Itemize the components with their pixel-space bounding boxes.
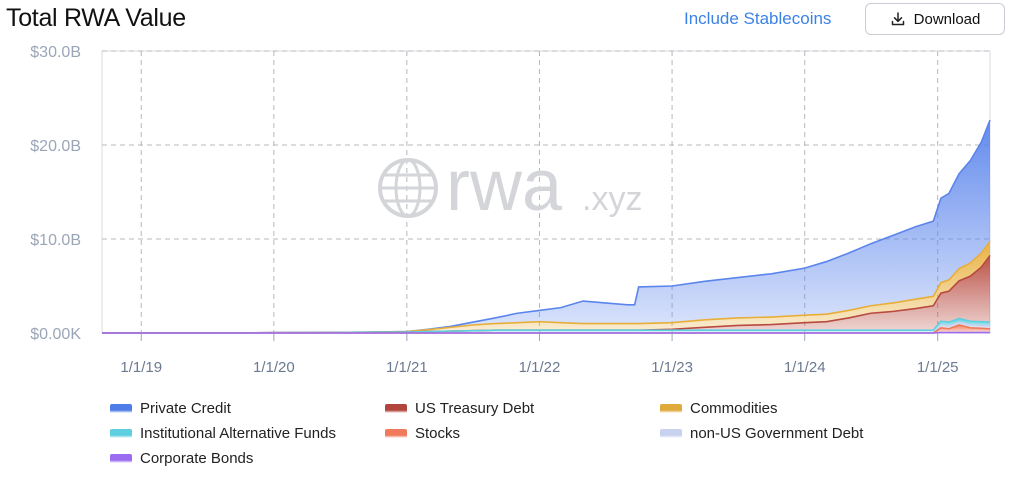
x-tick-label: 1/1/25 — [917, 359, 959, 376]
rwa-area-chart: $30.0B $20.0B $10.0B $0.00K 1/1/19 1/1/20 1/1/… — [30, 44, 991, 376]
legend-item-private-credit[interactable]: Private Credit — [110, 400, 231, 417]
legend-label: US Treasury Debt — [415, 400, 535, 417]
line-commodities — [102, 240, 991, 334]
include-stablecoins-link[interactable]: Include Stablecoins — [684, 9, 832, 28]
legend-label: Institutional Alternative Funds — [140, 425, 336, 442]
x-tick-label: 1/1/20 — [253, 359, 295, 376]
y-tick-label: $0.00K — [30, 326, 81, 343]
legend-swatch — [385, 429, 407, 438]
area-us-treasury-debt — [102, 255, 990, 333]
page-title: Total RWA Value — [6, 4, 186, 32]
x-tick-label: 1/1/23 — [651, 359, 693, 376]
legend-swatch — [110, 429, 132, 438]
legend-item-us-treasury-debt[interactable]: US Treasury Debt — [385, 400, 534, 417]
download-icon — [890, 11, 906, 27]
legend-swatch — [110, 454, 132, 463]
legend-label: non-US Government Debt — [690, 425, 864, 442]
legend-item-non-us-government-debt[interactable]: non-US Government Debt — [660, 425, 863, 442]
x-tick-label: 1/1/19 — [120, 359, 162, 376]
area-private-credit — [102, 120, 990, 333]
legend-swatch — [110, 404, 132, 413]
watermark-suffix: .xyz — [582, 180, 642, 218]
legend-swatch — [660, 429, 682, 438]
area-institutional-alternative-funds — [102, 318, 990, 333]
legend-label: Private Credit — [140, 400, 231, 417]
legend-label: Stocks — [415, 425, 461, 442]
line-institutional-alternative-funds — [102, 317, 991, 334]
legend-item-stocks[interactable]: Stocks — [385, 425, 460, 442]
legend-item-commodities[interactable]: Commodities — [660, 400, 778, 417]
watermark-text: rwa — [446, 146, 563, 226]
legend-item-institutional-alternative-funds[interactable]: Institutional Alternative Funds — [110, 425, 336, 442]
legend-label: Commodities — [690, 400, 778, 417]
download-button[interactable]: Download — [865, 3, 1005, 35]
y-tick-label: $10.0B — [30, 232, 81, 249]
download-button-label: Download — [913, 10, 981, 28]
x-tick-label: 1/1/22 — [519, 359, 561, 376]
x-tick-label: 1/1/24 — [784, 359, 826, 376]
y-tick-label: $20.0B — [30, 138, 81, 155]
y-tick-label: $30.0B — [30, 44, 81, 61]
legend-item-corporate-bonds[interactable]: Corporate Bonds — [110, 450, 253, 467]
chart-legend: Private Credit US Treasury Debt Commodit… — [110, 400, 1010, 474]
x-tick-label: 1/1/21 — [386, 359, 428, 376]
legend-swatch — [660, 404, 682, 413]
legend-swatch — [385, 404, 407, 413]
legend-label: Corporate Bonds — [140, 450, 254, 467]
